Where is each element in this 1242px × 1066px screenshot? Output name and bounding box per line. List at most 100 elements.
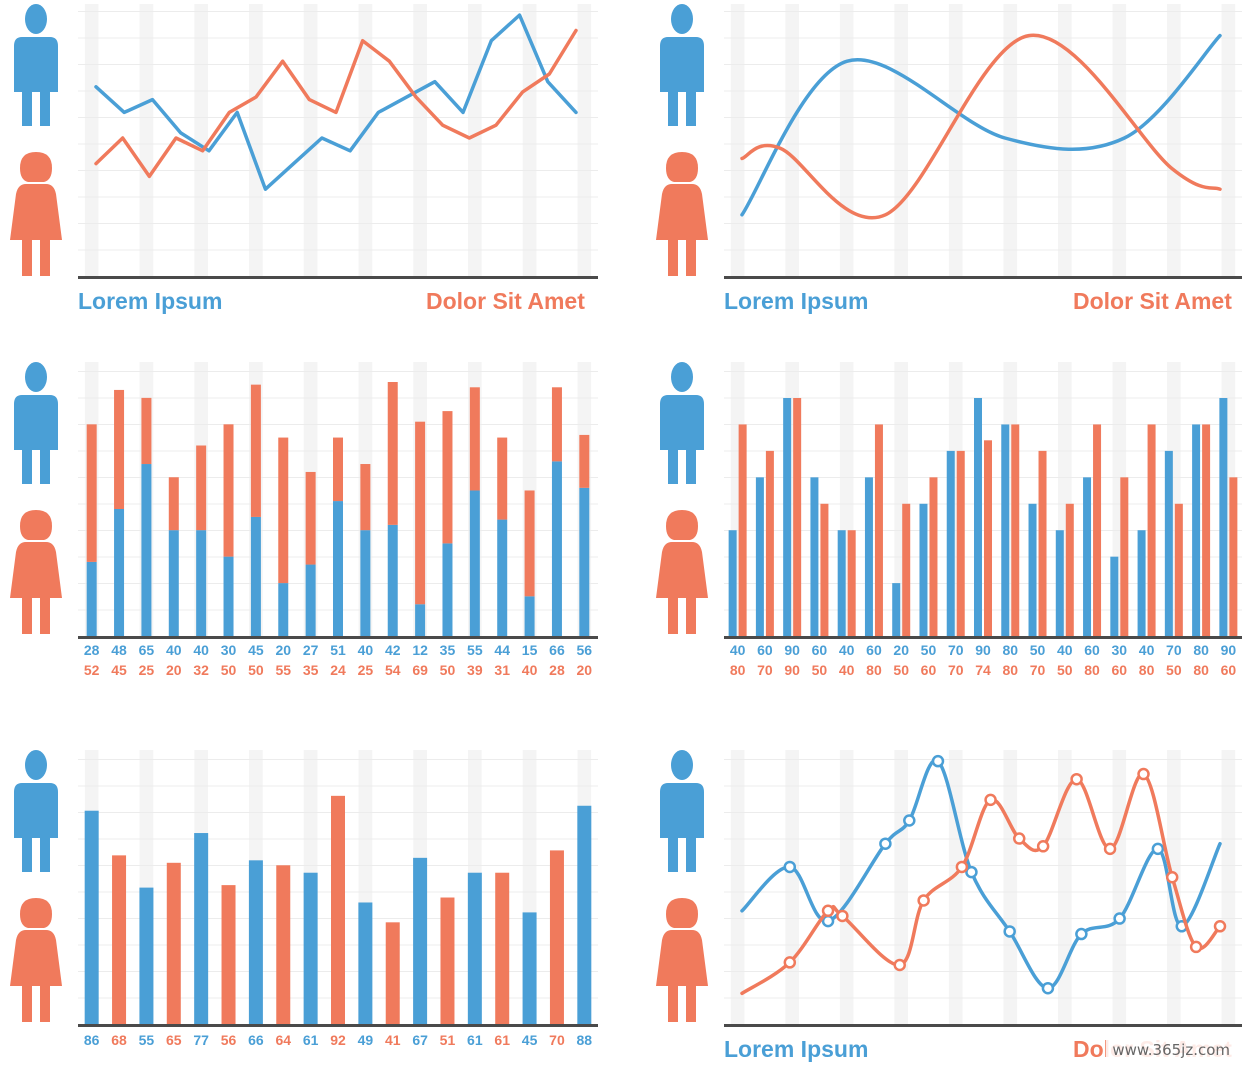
bar-red — [223, 424, 234, 557]
caption-dolor-sit-amet: Dolor Sit Amet — [1073, 288, 1232, 314]
panel-alternating-bars: 86 68 55 65 77 56 66 64 61 92 49 41 67 51 61 61 45 70 88 — [0, 746, 620, 1056]
x-axis — [724, 1024, 1242, 1027]
label-red: 68 — [111, 1032, 127, 1048]
red-series-line — [94, 28, 578, 179]
bar-red — [250, 384, 261, 517]
female-person-icon — [10, 898, 62, 1022]
label-red: 70 — [757, 662, 773, 678]
grid-stripe — [522, 4, 537, 276]
chart-smooth-curves — [724, 4, 1242, 279]
red-data-point — [783, 956, 797, 969]
label-red: 60 — [1221, 662, 1237, 678]
bar-blue — [892, 583, 901, 636]
label-red: 92 — [330, 1032, 346, 1048]
bar-blue — [946, 450, 955, 636]
grid-stripe — [194, 4, 208, 276]
grid-stripe — [249, 4, 263, 276]
bar-blue — [579, 487, 590, 636]
bar-blue — [577, 805, 592, 1024]
label-red: 64 — [275, 1032, 291, 1048]
bar-blue — [168, 530, 179, 636]
grid-stripe — [577, 4, 592, 276]
label-blue: 45 — [248, 642, 264, 658]
label-blue: 20 — [893, 642, 909, 658]
bar-blue — [413, 857, 428, 1024]
bar-red — [765, 450, 774, 636]
label-blue: 61 — [467, 1032, 483, 1048]
label-blue: 44 — [494, 642, 510, 658]
grid-stripe — [84, 4, 99, 276]
bar-red — [387, 382, 398, 525]
bar-blue — [551, 461, 562, 636]
bar-red — [141, 397, 152, 465]
bar-blue — [522, 912, 537, 1024]
bar-red — [793, 398, 802, 636]
gender-icons — [656, 4, 708, 276]
gender-icons — [656, 750, 708, 1022]
label-red: 70 — [549, 1032, 565, 1048]
bar-red — [497, 437, 508, 520]
label-red: 28 — [549, 662, 565, 678]
label-red: 24 — [330, 662, 346, 678]
bar-blue — [1137, 530, 1146, 636]
label-blue: 45 — [522, 1032, 538, 1048]
grid-stripe — [894, 750, 909, 1024]
label-blue: 86 — [84, 1032, 100, 1048]
label-blue: 30 — [1112, 642, 1128, 658]
blue-data-point — [1075, 927, 1088, 941]
label-blue: 56 — [577, 642, 593, 658]
bar-red — [440, 897, 455, 1024]
bar-blue — [467, 872, 482, 1024]
label-blue: 77 — [193, 1032, 209, 1048]
male-person-icon — [660, 750, 704, 872]
grid-stripe — [1057, 4, 1072, 276]
grid-stripe — [358, 4, 373, 276]
bar-blue — [358, 902, 373, 1024]
female-person-icon — [10, 152, 62, 276]
label-red: 50 — [1057, 662, 1073, 678]
caption-lorem-ipsum: Lorem Ipsum — [78, 288, 223, 314]
blue-series-line — [94, 13, 578, 191]
label-red: 61 — [494, 1032, 510, 1048]
label-red: 60 — [1112, 662, 1128, 678]
bar-red — [1120, 477, 1129, 636]
red-series-line — [740, 33, 1222, 220]
label-blue: 27 — [303, 642, 319, 658]
red-data-point — [917, 894, 930, 907]
bar-red — [1065, 503, 1074, 636]
label-red: 65 — [166, 1032, 182, 1048]
label-red: 41 — [385, 1032, 401, 1048]
bar-red — [112, 855, 127, 1024]
grid-stripe — [303, 4, 318, 276]
chart-line-zigzag — [78, 4, 598, 279]
label-blue: 60 — [1084, 642, 1100, 658]
bar-red — [221, 885, 236, 1024]
blue-series-line — [740, 758, 1222, 990]
caption-lorem-ipsum: Lorem Ipsum — [724, 288, 869, 314]
x-axis — [724, 276, 1242, 279]
label-blue: 90 — [975, 642, 991, 658]
label-red: 80 — [1002, 662, 1018, 678]
panel-smooth-curves: Lorem Ipsum Dolor Sit Amet — [646, 0, 1242, 330]
label-blue: 40 — [1139, 642, 1155, 658]
bar-blue — [1028, 503, 1037, 636]
bar-blue — [84, 810, 99, 1024]
label-blue: 51 — [330, 642, 346, 658]
bar-red — [469, 387, 480, 491]
grid — [78, 4, 598, 276]
label-red: 69 — [412, 662, 428, 678]
label-blue: 90 — [1221, 642, 1237, 658]
bar-blue — [1055, 530, 1064, 636]
grid-stripe — [839, 4, 854, 276]
bar-blue — [360, 530, 371, 636]
label-red: 25 — [139, 662, 155, 678]
bar-red — [984, 440, 992, 636]
grid — [724, 362, 1242, 636]
blue-data-point — [821, 914, 835, 928]
bar-blue — [139, 887, 154, 1024]
chart-stacked-bars: 28 52 48 45 65 25 40 20 40 32 30 50 45 50 20 55 27 35 51 24… — [78, 362, 598, 678]
label-blue: 40 — [730, 642, 746, 658]
bar-red — [166, 862, 181, 1024]
bar-blue — [1083, 477, 1092, 636]
red-data-point — [984, 793, 997, 807]
